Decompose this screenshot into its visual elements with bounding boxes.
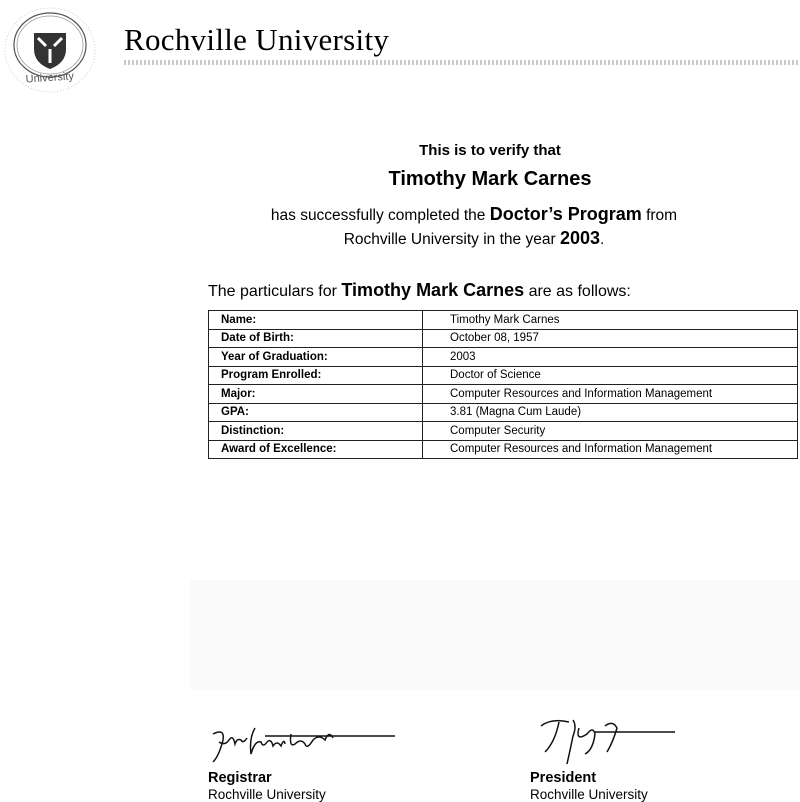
row-label: Major:: [208, 384, 423, 404]
row-value: 3.81 (Magna Cum Laude): [422, 402, 798, 422]
table-row: Major: Computer Resources and Information…: [208, 384, 798, 404]
president-title: President: [530, 770, 597, 786]
row-value: Doctor of Science: [422, 365, 798, 385]
text: are as follows:: [524, 283, 631, 300]
text: has successfully completed the: [270, 207, 490, 224]
president-org: Rochville University: [530, 787, 648, 802]
president-signature: [540, 719, 675, 765]
row-value: Computer Security: [422, 421, 798, 441]
row-label: Program Enrolled:: [208, 365, 423, 385]
university-seal-logo: University: [4, 7, 96, 93]
row-label: Award of Excellence:: [208, 439, 423, 459]
table-row: Date of Birth: October 08, 1957: [208, 328, 798, 348]
row-value: Computer Resources and Information Manag…: [422, 384, 798, 404]
particulars-intro: The particulars for Timothy Mark Carnes …: [208, 280, 631, 301]
university-name: Rochville University: [124, 22, 390, 57]
text: Rochville University in the year: [343, 231, 560, 248]
table-row: GPA: 3.81 (Magna Cum Laude): [208, 402, 798, 422]
text: .: [599, 231, 605, 248]
row-label: Name:: [208, 310, 423, 330]
registrar-signature: [212, 727, 395, 763]
recipient-name: Timothy Mark Carnes: [388, 168, 592, 190]
header-rule: [124, 60, 800, 65]
particulars-table: Name: Timothy Mark Carnes Date of Birth: Oc…: [208, 310, 798, 459]
row-value: Computer Resources and Information Manag…: [422, 439, 798, 459]
verify-heading: This is to verify that: [419, 142, 561, 159]
registrar-org: Rochville University: [208, 787, 326, 802]
year-line: Rochville University in the year 2003.: [0, 228, 800, 249]
text: from: [641, 207, 678, 224]
completion-line: has successfully completed the Doctor’s …: [0, 204, 800, 225]
particulars-name: Timothy Mark Carnes: [341, 280, 525, 300]
row-value: 2003: [422, 347, 798, 367]
table-row: Distinction: Computer Security: [208, 421, 798, 441]
table-row: Program Enrolled: Doctor of Science: [208, 365, 798, 385]
table-row: Name: Timothy Mark Carnes: [208, 310, 798, 330]
text: The particulars for: [208, 283, 342, 300]
table-row: Award of Excellence: Computer Resources a…: [208, 439, 798, 459]
svg-text:University: University: [25, 70, 75, 85]
graduation-year: 2003: [559, 228, 600, 248]
row-label: Year of Graduation:: [208, 347, 423, 367]
row-label: GPA:: [208, 402, 423, 422]
faint-background-area: [190, 580, 800, 690]
row-value: October 08, 1957: [422, 328, 798, 348]
table-row: Year of Graduation: 2003: [208, 347, 798, 367]
row-label: Date of Birth:: [208, 328, 423, 348]
program-name: Doctor’s Program: [489, 204, 642, 224]
registrar-title: Registrar: [208, 770, 272, 786]
row-label: Distinction:: [208, 421, 423, 441]
row-value: Timothy Mark Carnes: [422, 310, 798, 330]
